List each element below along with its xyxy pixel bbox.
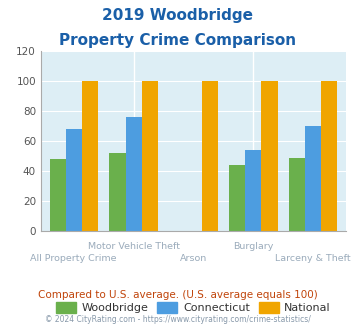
Text: Arson: Arson xyxy=(180,254,207,263)
Text: Burglary: Burglary xyxy=(233,242,273,251)
Text: Larceny & Theft: Larceny & Theft xyxy=(275,254,351,263)
Bar xyxy=(126,117,142,231)
Bar xyxy=(66,129,82,231)
Bar xyxy=(229,165,245,231)
Bar xyxy=(142,81,158,231)
Text: Compared to U.S. average. (U.S. average equals 100): Compared to U.S. average. (U.S. average … xyxy=(38,290,317,300)
Bar xyxy=(49,159,66,231)
Text: All Property Crime: All Property Crime xyxy=(31,254,117,263)
Bar xyxy=(305,126,321,231)
Legend: Woodbridge, Connecticut, National: Woodbridge, Connecticut, National xyxy=(51,298,335,318)
Bar xyxy=(245,150,261,231)
Text: 2019 Woodbridge: 2019 Woodbridge xyxy=(102,8,253,23)
Bar xyxy=(109,153,126,231)
Bar xyxy=(289,157,305,231)
Bar xyxy=(321,81,338,231)
Bar xyxy=(261,81,278,231)
Bar xyxy=(82,81,98,231)
Text: Motor Vehicle Theft: Motor Vehicle Theft xyxy=(88,242,180,251)
Text: © 2024 CityRating.com - https://www.cityrating.com/crime-statistics/: © 2024 CityRating.com - https://www.city… xyxy=(45,314,310,324)
Text: Property Crime Comparison: Property Crime Comparison xyxy=(59,33,296,48)
Bar xyxy=(202,81,218,231)
